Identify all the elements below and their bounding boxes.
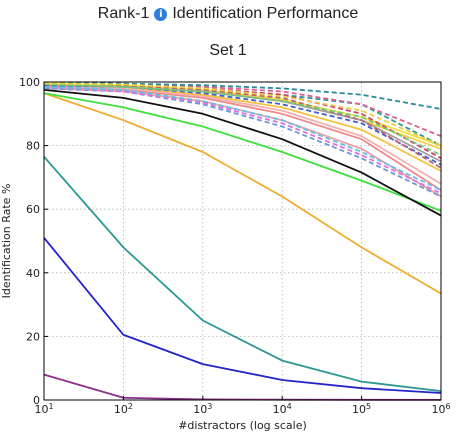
y-tick-label: 60 — [26, 203, 40, 216]
page-header: Rank-1 i Identification Performance — [0, 0, 456, 30]
y-tick-label: 100 — [19, 76, 40, 89]
y-tick-label: 20 — [26, 330, 40, 343]
series-line — [43, 84, 442, 185]
page-title-rest: Identification Performance — [172, 5, 359, 22]
series-line — [43, 89, 442, 217]
x-tick-label: 106 — [431, 402, 450, 416]
y-tick-label: 80 — [26, 140, 40, 153]
series-line — [43, 85, 442, 191]
series-line — [43, 92, 442, 295]
y-axis-label: Identification Rate % — [0, 184, 13, 299]
x-tick-label: 103 — [193, 402, 212, 416]
x-tick-label: 105 — [352, 402, 371, 416]
series-line — [43, 82, 442, 147]
series-line — [43, 83, 442, 156]
x-tick-label: 102 — [114, 402, 133, 416]
series-line — [43, 92, 442, 212]
x-tick-label: 104 — [273, 402, 292, 416]
y-tick-label: 40 — [26, 267, 40, 280]
series-line — [43, 85, 442, 195]
chart-series — [43, 81, 442, 401]
plot-frame — [43, 81, 442, 401]
series-line — [43, 373, 442, 401]
page-title-prefix: Rank-1 — [97, 5, 150, 22]
info-icon[interactable]: i — [154, 7, 168, 21]
x-axis-label: #distractors (log scale) — [178, 419, 307, 432]
y-tick-label: 0 — [33, 394, 40, 407]
page-title: Rank-1 i Identification Performance — [98, 5, 358, 23]
series-line — [43, 237, 442, 394]
chart-title: Set 1 — [209, 42, 247, 59]
series-line — [43, 156, 442, 392]
